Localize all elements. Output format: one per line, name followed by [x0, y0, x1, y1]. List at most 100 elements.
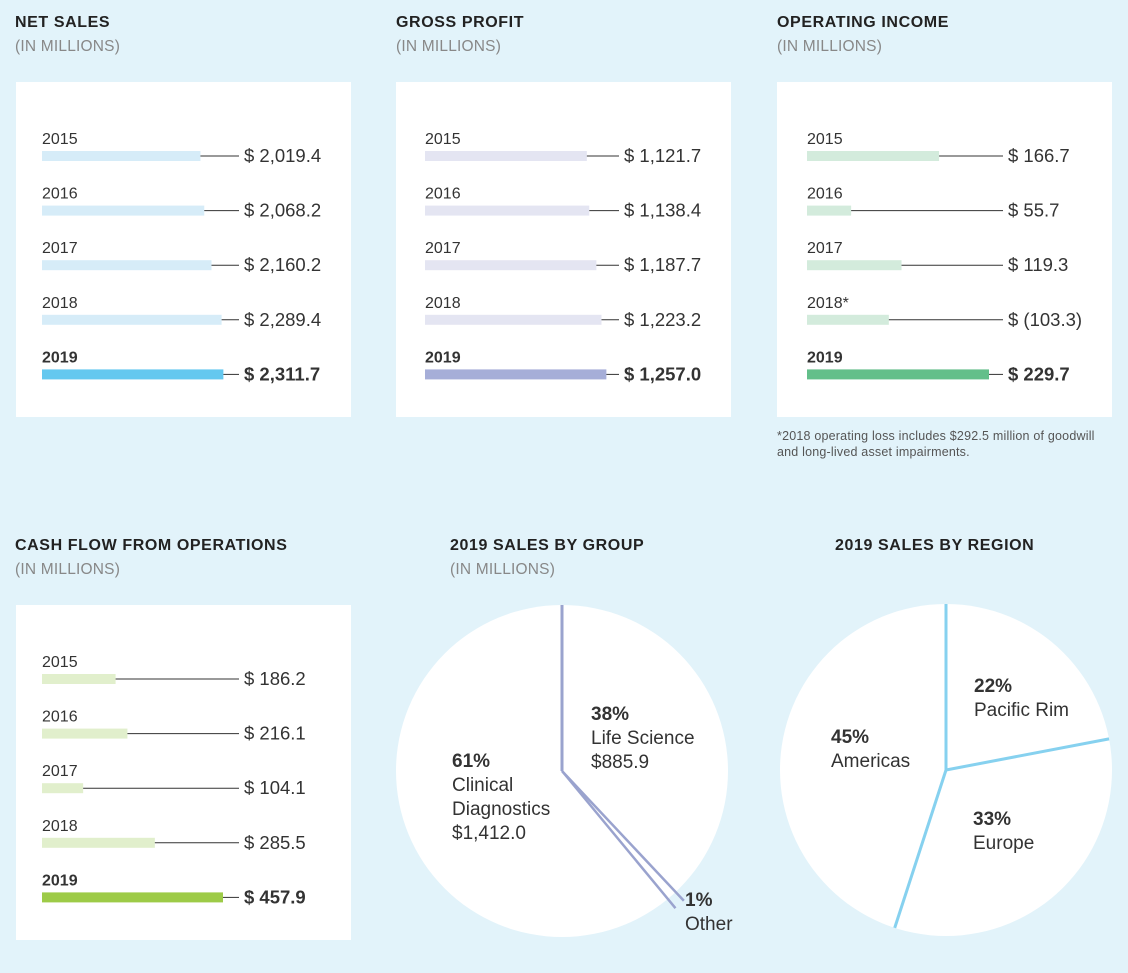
operating-income-footnote: *2018 operating loss includes $292.5 mil…: [777, 429, 1095, 459]
region-americas-percent: 45%: [831, 727, 870, 748]
bar-year-label-2017: 2017: [42, 240, 78, 257]
bar-year-label-2018: 2018: [42, 295, 78, 312]
bar-2015: [42, 674, 116, 684]
cash-flow-subtitle: (IN MILLIONS): [15, 561, 121, 578]
bar-2018: [42, 314, 222, 325]
sales-by-region-title: 2019 SALES BY REGION: [835, 537, 1035, 554]
group-divider-other-start: [561, 770, 685, 902]
bar-year-label-2016: 2016: [42, 709, 78, 726]
bar-year-label-2015: 2015: [42, 131, 78, 148]
cash-flow-chart: 2015 $ 186.2 2016 $ 216.1 2017 $ 104.1 2018 $ 2…: [42, 654, 306, 907]
bar-value-label-2018: $ 2,289.4: [244, 309, 321, 330]
bar-value-label-2018: $ 285.5: [244, 832, 306, 853]
group-life-science-percent: 38%: [591, 704, 630, 725]
region-divider-americas: [893, 769, 948, 929]
group-clinical-percent: 61%: [452, 751, 491, 772]
group-clinical-value: $1,412.0: [452, 823, 526, 844]
bar-2019: [42, 892, 223, 903]
operating-income-title: OPERATING INCOME: [777, 14, 949, 31]
bar-2017: [42, 260, 212, 271]
group-life-science-value: $885.9: [591, 752, 650, 773]
group-slice-label-other: 1% Other: [685, 889, 733, 937]
bar-year-label-2017: 2017: [425, 240, 461, 257]
bar-value-label-2017: $ 2,160.2: [244, 254, 321, 275]
region-europe-label: Europe: [973, 833, 1035, 854]
bar-2015: [807, 151, 940, 161]
group-other-percent: 1%: [685, 890, 713, 911]
bar-value-label-2015: $ 2,019.4: [244, 145, 321, 166]
bar-value-label-2017: $ 104.1: [244, 777, 306, 798]
group-divider-other-end: [561, 770, 677, 909]
bar-value-label-2015: $ 166.7: [1008, 145, 1070, 166]
region-pacific-rim-percent: 22%: [974, 676, 1013, 697]
region-europe-percent: 33%: [973, 809, 1012, 830]
bar-2016: [425, 205, 590, 216]
gross-profit-card: 2015 $ 1,121.7 2016 $ 1,138.4 2017 $ 1,187.7 2…: [396, 82, 731, 417]
bar-year-label-2016: 2016: [807, 186, 843, 203]
region-americas-label: Americas: [831, 751, 911, 772]
bar-year-label-2017: 2017: [42, 763, 78, 780]
bar-value-label-2015: $ 1,121.7: [624, 145, 701, 166]
bar-year-label-2015: 2015: [42, 654, 78, 671]
bar-2015: [425, 151, 587, 161]
bar-year-label-2015: 2015: [425, 131, 461, 148]
group-slice-label-clinical-diagnostics: 61% Clinical Diagnostics $1,412.0: [452, 750, 550, 846]
bar-value-label-2015: $ 186.2: [244, 668, 306, 689]
gross-profit-title: GROSS PROFIT: [396, 14, 525, 31]
bar-2017: [807, 260, 902, 271]
bar-2018: [807, 314, 889, 325]
bar-value-label-2019: $ 229.7: [1008, 363, 1070, 384]
bar-year-label-2019: 2019: [807, 349, 843, 366]
bar-2017: [425, 260, 597, 271]
sales-by-group-subtitle: (IN MILLIONS): [450, 561, 556, 578]
bar-value-label-2018: $ (103.3): [1008, 309, 1082, 330]
bar-2019: [807, 369, 989, 380]
bar-2019: [42, 369, 224, 380]
group-clinical-label-line1: Clinical: [452, 775, 514, 796]
net-sales-subtitle: (IN MILLIONS): [15, 38, 121, 55]
bar-year-label-2018: 2018: [425, 295, 461, 312]
group-clinical-label-line2: Diagnostics: [452, 799, 551, 820]
net-sales-chart: 2015 $ 2,019.4 2016 $ 2,068.2 2017 $ 2,160.2 2…: [42, 131, 321, 384]
bar-year-label-2017: 2017: [807, 240, 843, 257]
bar-value-label-2016: $ 1,138.4: [624, 200, 701, 221]
operating-income-subtitle: (IN MILLIONS): [777, 38, 883, 55]
bar-year-label-2015: 2015: [807, 131, 843, 148]
bar-value-label-2016: $ 55.7: [1008, 200, 1059, 221]
gross-profit-chart: 2015 $ 1,121.7 2016 $ 1,138.4 2017 $ 1,187.7 2…: [425, 131, 701, 384]
region-slice-label-pacific-rim: 22% Pacific Rim: [974, 675, 1069, 723]
bar-2018: [42, 837, 155, 848]
bar-value-label-2019: $ 2,311.7: [244, 363, 320, 384]
bar-value-label-2018: $ 1,223.2: [624, 309, 701, 330]
bar-value-label-2017: $ 1,187.7: [624, 254, 701, 275]
bar-2016: [42, 728, 128, 739]
bar-2019: [425, 369, 607, 380]
bar-year-label-2018: 2018: [42, 818, 78, 835]
group-other-label: Other: [685, 914, 733, 935]
bar-year-label-2016: 2016: [425, 186, 461, 203]
gross-profit-subtitle: (IN MILLIONS): [396, 38, 502, 55]
bar-2017: [42, 783, 84, 794]
bar-value-label-2017: $ 119.3: [1008, 254, 1068, 275]
region-slice-label-europe: 33% Europe: [973, 808, 1034, 856]
operating-income-card: 2015 $ 166.7 2016 $ 55.7 2017 $ 119.3 2018* $ (…: [777, 82, 1112, 417]
region-pacific-rim-label: Pacific Rim: [974, 700, 1070, 721]
bar-value-label-2016: $ 2,068.2: [244, 200, 321, 221]
sales-by-group-title: 2019 SALES BY GROUP: [450, 537, 645, 554]
region-slice-label-americas: 45% Americas: [831, 726, 910, 774]
net-sales-card: 2015 $ 2,019.4 2016 $ 2,068.2 2017 $ 2,160.2 2…: [16, 82, 351, 417]
bar-year-label-2019: 2019: [42, 349, 78, 366]
operating-income-chart: 2015 $ 166.7 2016 $ 55.7 2017 $ 119.3 2018* $ (…: [807, 131, 1082, 384]
bar-2018: [425, 314, 602, 325]
bar-2016: [807, 205, 852, 216]
cash-flow-title: CASH FLOW FROM OPERATIONS: [15, 537, 288, 554]
bar-value-label-2019: $ 1,257.0: [624, 363, 701, 384]
bar-value-label-2016: $ 216.1: [244, 723, 306, 744]
bar-year-label-2018: 2018*: [807, 295, 849, 312]
bar-year-label-2016: 2016: [42, 186, 78, 203]
region-divider-europe: [945, 737, 1110, 772]
region-pie-disc: [780, 604, 1112, 936]
cash-flow-card: 2015 $ 186.2 2016 $ 216.1 2017 $ 104.1 2018 $ 2…: [16, 605, 351, 940]
net-sales-title: NET SALES: [15, 14, 111, 31]
bar-value-label-2019: $ 457.9: [244, 886, 306, 907]
